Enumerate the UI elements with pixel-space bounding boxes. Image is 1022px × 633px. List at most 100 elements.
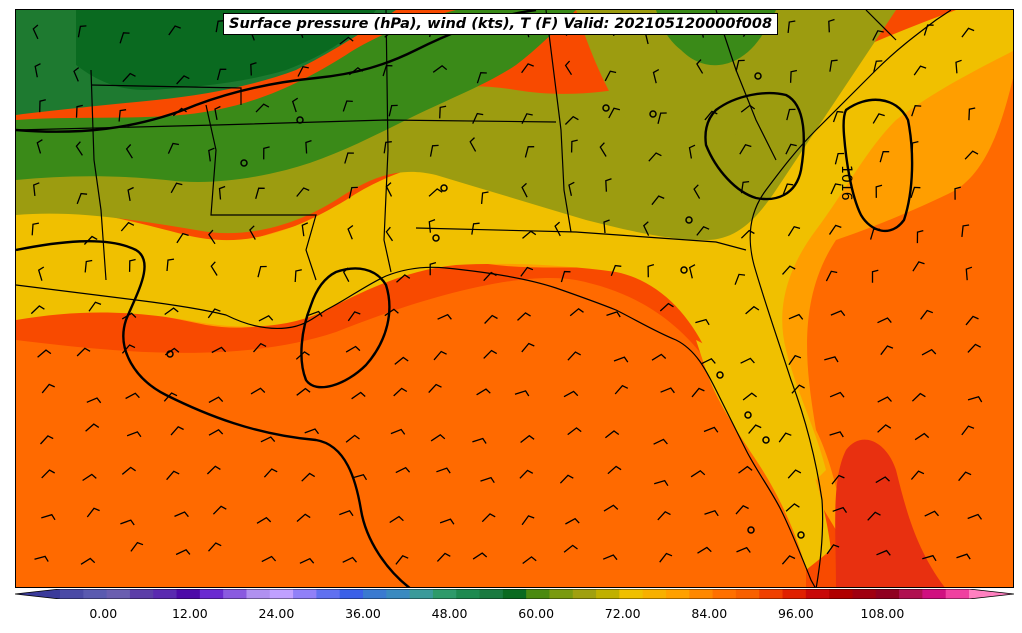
wind-barb (828, 18, 835, 33)
wind-barb (296, 187, 310, 197)
wind-barb (657, 112, 667, 124)
wind-barb (299, 557, 315, 564)
wind-barb (912, 261, 925, 272)
wind-barb (472, 552, 488, 560)
wind-barb (828, 224, 842, 235)
wind-barb (37, 266, 45, 281)
wind-barb (599, 142, 607, 157)
wind-barb (86, 507, 100, 518)
colorbar-tick-label: 48.00 (431, 606, 468, 621)
wind-barb (32, 24, 39, 40)
wind-barb (389, 515, 404, 524)
wind-barb (429, 144, 439, 157)
wind-barb (648, 152, 662, 162)
wind-barb (176, 232, 189, 244)
wind-barb (875, 184, 883, 198)
wind-barb (75, 141, 83, 156)
wind-barb (647, 263, 655, 278)
wind-barb (606, 311, 621, 318)
colorbar-tick-label: 72.00 (604, 606, 641, 621)
wind-barb (522, 230, 537, 239)
wind-barb (88, 301, 102, 312)
wind-barb (654, 479, 669, 487)
wind-barb (121, 312, 137, 320)
wind-barb (924, 510, 939, 517)
wind-barb (968, 107, 976, 121)
wind-barb (603, 504, 619, 512)
wind-barb (39, 99, 46, 113)
wind-barb (304, 428, 320, 435)
wind-barb (345, 434, 360, 443)
wind-barb (76, 347, 91, 357)
wind-barb (395, 555, 409, 565)
wind-barb (520, 266, 534, 277)
wind-barb (554, 221, 561, 237)
wind-barb (660, 387, 675, 394)
wind-barb (704, 510, 719, 517)
wind-barb (954, 186, 961, 200)
state-border-mississippi-alabama (383, 10, 392, 273)
wind-barb (483, 349, 498, 359)
wind-barb (831, 474, 845, 485)
wind-barb (745, 305, 760, 315)
wind-barb (208, 147, 215, 162)
wind-barb (786, 108, 796, 121)
colorbar-segment (83, 589, 108, 599)
wind-barb (604, 70, 617, 82)
map-title: Surface pressure (hPa), wind (kts), T (F… (223, 13, 779, 35)
wind-barb (965, 266, 973, 281)
wind-barb (829, 431, 844, 438)
wind-barb (175, 548, 191, 556)
wind-barb (563, 544, 578, 553)
wind-barb (788, 313, 804, 320)
wind-barb (32, 182, 40, 196)
colorbar-segment (293, 589, 317, 599)
station-marker (602, 104, 610, 112)
wind-barb (120, 519, 135, 526)
wind-barb (40, 435, 54, 445)
wind-barb (734, 273, 746, 285)
wind-barb (738, 465, 753, 474)
wind-barb (170, 425, 184, 436)
wind-barb (875, 476, 890, 484)
state-border-georgia-florida (415, 227, 747, 251)
wind-barb (342, 100, 353, 112)
wind-barb (568, 181, 575, 196)
wind-barb (703, 426, 719, 433)
wind-barb (521, 113, 533, 124)
wind-barb (84, 259, 93, 273)
wind-barb (263, 146, 270, 160)
isobar-south-carolina-low (704, 91, 805, 201)
colorbar-tick-label: 24.00 (258, 606, 295, 621)
wind-barb (121, 344, 136, 354)
wind-barb (911, 105, 922, 117)
colorbar-segment (549, 589, 574, 599)
colorbar-segment (945, 589, 970, 599)
wind-barbs (30, 18, 983, 565)
state-border-arkansas-louisiana (90, 84, 242, 105)
colorbar-segment (759, 589, 784, 599)
wind-barb (877, 396, 892, 403)
station-marker (649, 110, 657, 118)
wind-barb (249, 225, 256, 240)
wind-barb (382, 64, 393, 77)
wind-barb (80, 557, 96, 565)
wind-barb (778, 432, 792, 443)
wind-barb (832, 506, 848, 513)
wind-barb (125, 392, 140, 400)
wind-barb (524, 146, 535, 158)
colorbar-tick-label: 60.00 (518, 606, 555, 621)
wind-barb (830, 310, 846, 317)
colorbar-tick-labels: 0.00 12.00 24.00 36.00 48.00 60.00 72.00 84.00 9… (0, 606, 1022, 626)
wind-barb (37, 349, 52, 358)
colorbar-segment (805, 589, 830, 599)
wind-barb (736, 546, 751, 553)
wind-barb (521, 342, 535, 353)
wind-barb (439, 518, 455, 525)
colorbar-tick-label: 0.00 (89, 606, 118, 621)
wind-barb (787, 225, 801, 237)
wind-barb (789, 69, 798, 83)
wind-barb (651, 195, 665, 206)
wind-barb (563, 390, 579, 398)
wind-barb (652, 69, 660, 84)
